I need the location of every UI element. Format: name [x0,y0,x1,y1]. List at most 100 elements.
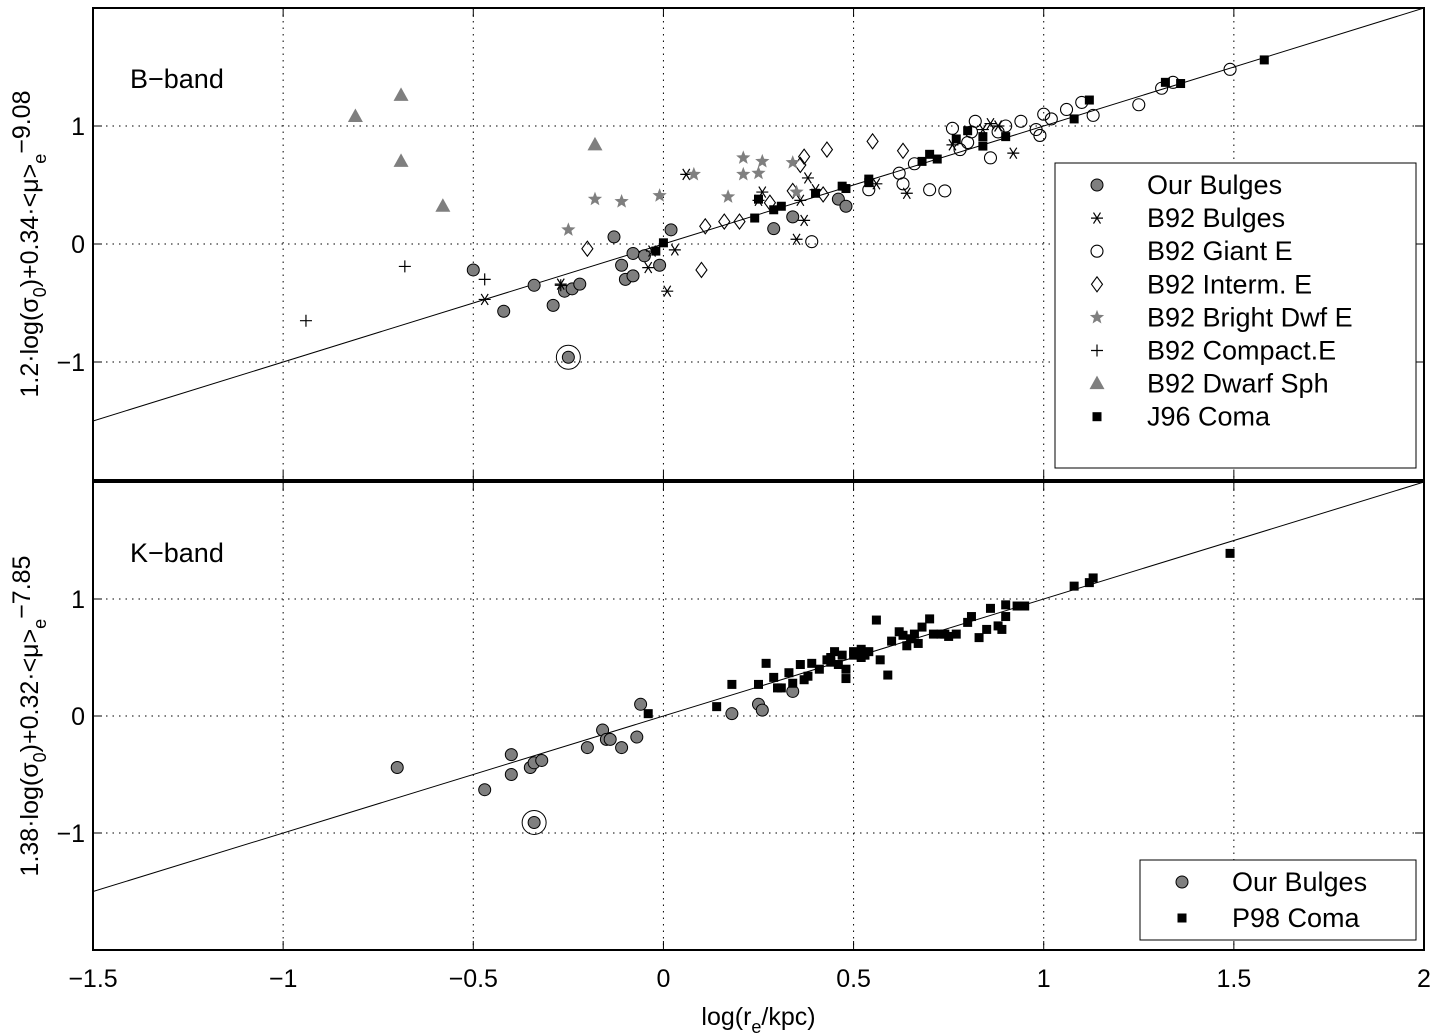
data-point [871,615,881,625]
data-point [776,201,786,211]
data-point [841,674,851,684]
data-point [807,658,817,668]
data-point [786,210,800,224]
series-b92-compact-e [299,260,567,327]
data-point [913,638,923,648]
data-point [347,108,363,123]
x-tick-label: −1 [269,965,298,993]
highlight-ring [521,809,547,835]
legend-marker [1089,309,1105,324]
highlight-ring [555,344,581,370]
legend-label: J96 Coma [1147,402,1271,432]
y-tick-label: −1 [56,349,85,377]
legend-label: B92 Interm. E [1147,269,1312,299]
y-tick-label: 1 [71,113,85,141]
data-point [1160,77,1170,87]
data-point [963,617,973,627]
data-point [820,141,834,159]
legend-label: Our Bulges [1232,867,1367,897]
legend-marker [1092,412,1102,422]
k-band-panel: −1 0 1 −1.5 −1 −0.5 0 0.5 1 1.5 2 K−band 1.38·log(σ0… [8,481,1431,1034]
data-point [1007,147,1020,159]
data-point [587,136,603,151]
data-point [1086,108,1100,122]
data-point [928,629,938,639]
data-point [615,258,629,272]
data-point [826,657,836,667]
data-point [546,298,560,312]
data-point [790,233,803,246]
x-axis-title: log(re/kpc) [701,1003,815,1034]
legend-label: B92 Bright Dwf E [1147,302,1353,332]
data-point [630,730,644,744]
data-point [561,350,575,364]
data-point [393,153,409,167]
data-point [798,214,811,227]
data-point [797,148,811,166]
data-point [983,151,998,165]
data-point [466,263,480,277]
series-b92-bright-dwf-e [561,150,804,236]
data-point [686,166,701,181]
data-point [736,150,751,164]
data-point [668,244,681,256]
series-b92-dwarf-sph [347,87,603,212]
legend-label: B92 Giant E [1147,236,1293,266]
data-point [603,732,617,746]
data-point [725,707,739,721]
data-point [923,183,937,197]
data-point [554,279,567,292]
legend-label: B92 Dwarf Sph [1147,369,1329,399]
data-point [1259,55,1269,65]
data-point [833,660,843,670]
y-tick-label: 1 [71,586,85,614]
data-point [917,622,927,632]
data-point [803,671,813,681]
x-tick-label: 2 [1417,965,1431,993]
data-point [643,709,653,719]
data-point [1012,601,1022,611]
data-point [968,114,982,128]
data-point [789,184,804,199]
data-point [945,121,959,135]
data-point [925,149,935,159]
data-point [856,644,866,654]
data-point [1084,578,1094,588]
data-point [887,636,897,646]
data-point [695,261,708,279]
data-point [1001,600,1011,610]
series-p98-coma [643,548,1235,719]
data-point [866,132,879,150]
data-point [755,703,769,717]
legend-marker [1175,875,1189,889]
data-point [580,741,594,755]
data-point [504,748,518,762]
data-point [626,269,640,283]
data-point [497,304,511,318]
legend-marker [1091,344,1103,357]
data-point [1132,98,1146,112]
series-b92-bulges [478,117,1020,306]
data-point [767,222,781,236]
data-point [535,753,549,767]
data-point [794,194,807,207]
data-point [1069,581,1079,591]
data-point [985,603,995,613]
data-point [755,153,770,168]
x-tick-label: 0.5 [836,965,871,993]
data-point [754,194,763,204]
data-point [661,285,674,298]
data-point [1033,128,1047,142]
legend-marker [1090,178,1104,192]
data-point [299,314,312,327]
data-point [393,87,409,101]
data-point [727,679,737,689]
data-point [607,230,621,244]
data-point [849,647,859,657]
y-axis-title: 1.38·log(σ0)+0.32·<μ>e−7.85 [8,556,50,877]
data-point [1225,548,1235,558]
legend-label: B92 Bulges [1147,203,1285,233]
data-point [1044,112,1058,126]
legend-box [1139,859,1417,941]
